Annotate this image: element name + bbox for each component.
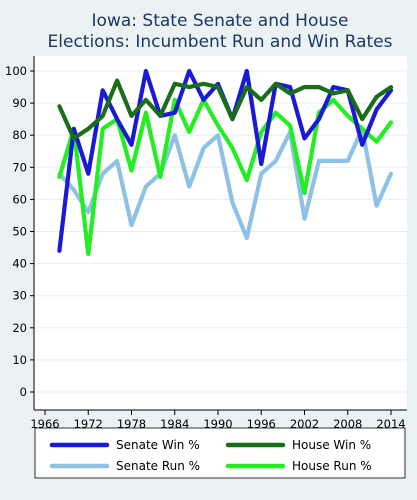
axes: 0 10 20 30 40 50 60 70 80 90 100 1966 1972 1978 1984 19… — [5, 56, 407, 431]
chart-title-line-2: Elections: Incumbent Run and Win Rates — [48, 32, 393, 52]
y-tick-label: 70 — [12, 160, 27, 174]
legend-box — [34, 427, 406, 479]
y-tick-label: 90 — [12, 96, 27, 110]
legend-label-house-win: House Win % — [292, 438, 371, 452]
legend-label-senate-run: Senate Run % — [116, 459, 200, 473]
y-tick-label: 50 — [12, 225, 27, 239]
series-line-house-win — [57, 78, 394, 141]
legend: Senate Win % House Win % Senate Run % House… — [34, 427, 406, 479]
legend-label-senate-win: Senate Win % — [116, 438, 200, 452]
series-layer — [57, 68, 394, 257]
x-tick-label: 1996 — [247, 417, 276, 431]
y-tick-label: 30 — [12, 289, 27, 303]
y-tick-label: 0 — [20, 385, 27, 399]
x-tick-label: 2014 — [376, 417, 405, 431]
x-tick-label: 1966 — [30, 417, 59, 431]
y-tick-label: 60 — [12, 192, 27, 206]
y-tick-label: 10 — [12, 353, 27, 367]
legend-label-house-run: House Run % — [292, 459, 372, 473]
x-tick-label: 2002 — [290, 417, 319, 431]
series-line-house-run — [57, 97, 394, 257]
y-tick-label: 80 — [12, 128, 27, 142]
chart-title-line-1: Iowa: State Senate and House — [92, 11, 349, 31]
y-tick-label: 100 — [5, 64, 27, 78]
x-tick-label: 1978 — [117, 417, 146, 431]
y-tick-label: 40 — [12, 257, 27, 271]
x-tick-label: 1990 — [203, 417, 232, 431]
x-tick-label: 1972 — [74, 417, 103, 431]
series-line-senate-run — [57, 126, 394, 240]
x-tick-label: 1984 — [160, 417, 189, 431]
x-tick-label: 2008 — [333, 417, 362, 431]
y-tick-label: 20 — [12, 321, 27, 335]
